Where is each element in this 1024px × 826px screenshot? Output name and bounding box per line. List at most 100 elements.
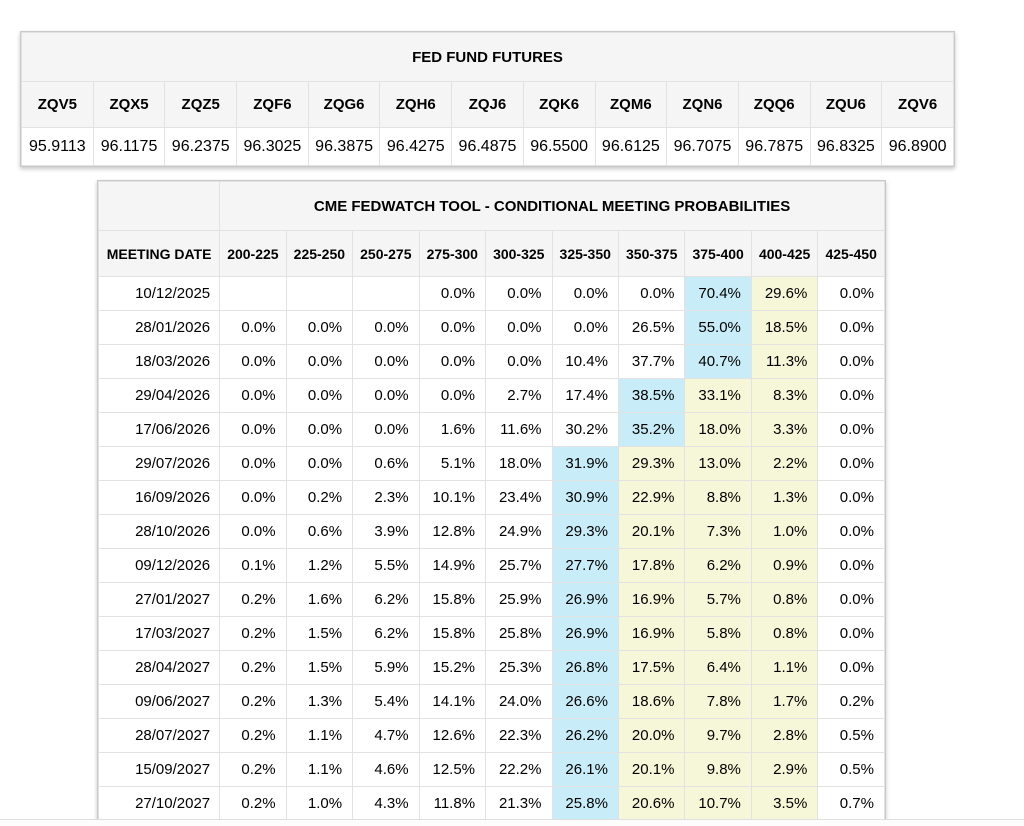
fedwatch-row: 17/06/2026 0.0% 0.0% 0.0% 1.6% 11.6% 30.2% 35.2… bbox=[97, 412, 885, 447]
probability-cell: 0.2% bbox=[219, 786, 287, 821]
probability-cell: 20.6% bbox=[617, 786, 686, 821]
probability-cell: 0.5% bbox=[817, 718, 885, 753]
probability-cell: 10.1% bbox=[418, 480, 487, 515]
probability-cell: 0.0% bbox=[418, 378, 487, 413]
probability-cell: 26.1% bbox=[551, 752, 619, 787]
meeting-date-cell: 18/03/2026 bbox=[97, 344, 221, 379]
probability-cell: 1.3% bbox=[285, 684, 354, 719]
fedwatch-table: CME FEDWATCH TOOL - CONDITIONAL MEETING … bbox=[97, 181, 885, 821]
probability-cell: 25.7% bbox=[485, 548, 553, 583]
probability-cell: 0.0% bbox=[219, 344, 287, 379]
probability-cell: 17.5% bbox=[617, 650, 686, 685]
probability-cell: 9.8% bbox=[684, 752, 752, 787]
futures-price-cell: 96.8325 bbox=[809, 127, 883, 166]
probability-cell: 5.1% bbox=[418, 446, 487, 481]
probability-cell: 14.1% bbox=[418, 684, 487, 719]
futures-title-row: FED FUND FUTURES bbox=[21, 32, 954, 82]
fedwatch-row: 09/06/2027 0.2% 1.3% 5.4% 14.1% 24.0% 26.6% 18.… bbox=[97, 684, 885, 719]
probability-cell: 22.9% bbox=[617, 480, 686, 515]
probability-cell: 0.0% bbox=[285, 344, 354, 379]
fedwatch-row: 27/10/2027 0.2% 1.0% 4.3% 11.8% 21.3% 25.8% 20.… bbox=[97, 786, 885, 821]
fedwatch-row: 29/04/2026 0.0% 0.0% 0.0% 0.0% 2.7% 17.4% 38.5%… bbox=[97, 378, 885, 413]
fedwatch-row: 29/07/2026 0.0% 0.0% 0.6% 5.1% 18.0% 31.9% 29.3… bbox=[97, 446, 885, 481]
probability-cell: 0.0% bbox=[219, 310, 287, 345]
rate-range-header: 250-275 bbox=[352, 230, 420, 277]
probability-cell: 0.0% bbox=[219, 378, 287, 413]
probability-cell: 18.5% bbox=[750, 310, 819, 345]
probability-cell: 0.2% bbox=[219, 718, 287, 753]
probability-cell: 0.0% bbox=[817, 480, 885, 515]
probability-cell: 20.0% bbox=[617, 718, 686, 753]
probability-cell: 25.3% bbox=[485, 650, 553, 685]
probability-cell: 5.8% bbox=[684, 616, 752, 651]
futures-price-cell: 96.4875 bbox=[451, 127, 524, 166]
probability-cell: 7.8% bbox=[684, 684, 752, 719]
rate-range-header: 400-425 bbox=[750, 230, 819, 277]
probability-cell: 0.0% bbox=[418, 276, 487, 311]
probability-cell: 20.1% bbox=[617, 514, 686, 549]
probability-cell: 12.8% bbox=[418, 514, 487, 549]
futures-price-cell: 96.7075 bbox=[666, 127, 739, 166]
probability-cell: 0.0% bbox=[817, 582, 885, 617]
meeting-date-cell: 28/01/2026 bbox=[97, 310, 221, 345]
probability-cell: 12.5% bbox=[418, 752, 487, 787]
meeting-date-cell: 09/06/2027 bbox=[97, 684, 221, 719]
probability-cell: 6.2% bbox=[352, 582, 420, 617]
probability-cell: 30.2% bbox=[551, 412, 619, 447]
probability-cell: 0.5% bbox=[817, 752, 885, 787]
probability-cell: 18.0% bbox=[684, 412, 752, 447]
probability-cell: 25.9% bbox=[485, 582, 553, 617]
probability-cell bbox=[285, 276, 354, 311]
probability-cell: 0.0% bbox=[285, 412, 354, 447]
probability-cell: 11.6% bbox=[485, 412, 553, 447]
probability-cell: 5.4% bbox=[352, 684, 420, 719]
futures-contract-header: ZQM6 bbox=[594, 81, 668, 128]
probability-cell: 1.1% bbox=[285, 752, 354, 787]
probability-cell: 0.0% bbox=[352, 412, 420, 447]
meeting-date-cell: 27/10/2027 bbox=[97, 786, 221, 821]
probability-cell: 26.2% bbox=[551, 718, 619, 753]
probability-cell: 23.4% bbox=[485, 480, 553, 515]
rate-range-header: 325-350 bbox=[551, 230, 619, 277]
probability-cell: 0.0% bbox=[219, 412, 287, 447]
fedwatch-row: 28/01/2026 0.0% 0.0% 0.0% 0.0% 0.0% 0.0% 26.5% 5… bbox=[97, 310, 885, 345]
probability-cell: 0.0% bbox=[285, 310, 354, 345]
fedwatch-row: 15/09/2027 0.2% 1.1% 4.6% 12.5% 22.2% 26.1% 20.… bbox=[97, 752, 885, 787]
probability-cell: 0.2% bbox=[817, 684, 885, 719]
probability-cell: 29.3% bbox=[551, 514, 619, 549]
meeting-date-cell: 17/03/2027 bbox=[97, 616, 221, 651]
rate-range-header: 300-325 bbox=[485, 230, 553, 277]
probability-cell: 24.9% bbox=[485, 514, 553, 549]
fedwatch-row: 28/07/2027 0.2% 1.1% 4.7% 12.6% 22.3% 26.2% 20.… bbox=[97, 718, 885, 753]
probability-cell: 2.7% bbox=[485, 378, 553, 413]
meeting-date-cell: 10/12/2025 bbox=[97, 276, 221, 311]
futures-contract-header: ZQX5 bbox=[92, 81, 166, 128]
probability-cell: 25.8% bbox=[485, 616, 553, 651]
probability-cell: 15.2% bbox=[418, 650, 487, 685]
rate-range-header: 425-450 bbox=[817, 230, 885, 277]
probability-cell: 1.0% bbox=[750, 514, 819, 549]
fedwatch-row: 09/12/2026 0.1% 1.2% 5.5% 14.9% 25.7% 27.7% 17.… bbox=[97, 548, 885, 583]
probability-cell: 20.1% bbox=[617, 752, 686, 787]
futures-contract-header: ZQN6 bbox=[666, 81, 739, 128]
probability-cell: 6.4% bbox=[684, 650, 752, 685]
probability-cell: 5.9% bbox=[352, 650, 420, 685]
fedwatch-header-row: MEETING DATE 200-225 225-250 250-275 275-30… bbox=[97, 230, 885, 277]
probability-cell: 1.1% bbox=[285, 718, 354, 753]
probability-cell: 7.3% bbox=[684, 514, 752, 549]
bottom-strip bbox=[0, 820, 1024, 826]
fedwatch-title: CME FEDWATCH TOOL - CONDITIONAL MEETING … bbox=[219, 181, 885, 231]
probability-cell: 8.8% bbox=[684, 480, 752, 515]
probability-cell: 21.3% bbox=[485, 786, 553, 821]
futures-contract-header: ZQF6 bbox=[236, 81, 309, 128]
fedwatch-corner-cell bbox=[97, 181, 221, 231]
probability-cell: 3.5% bbox=[750, 786, 819, 821]
futures-contract-header: ZQQ6 bbox=[737, 81, 811, 128]
probability-cell: 26.5% bbox=[617, 310, 686, 345]
probability-cell: 0.0% bbox=[485, 310, 553, 345]
meeting-date-cell: 29/04/2026 bbox=[97, 378, 221, 413]
probability-cell: 35.2% bbox=[617, 412, 686, 447]
probability-cell: 70.4% bbox=[684, 276, 752, 311]
probability-cell: 5.7% bbox=[684, 582, 752, 617]
